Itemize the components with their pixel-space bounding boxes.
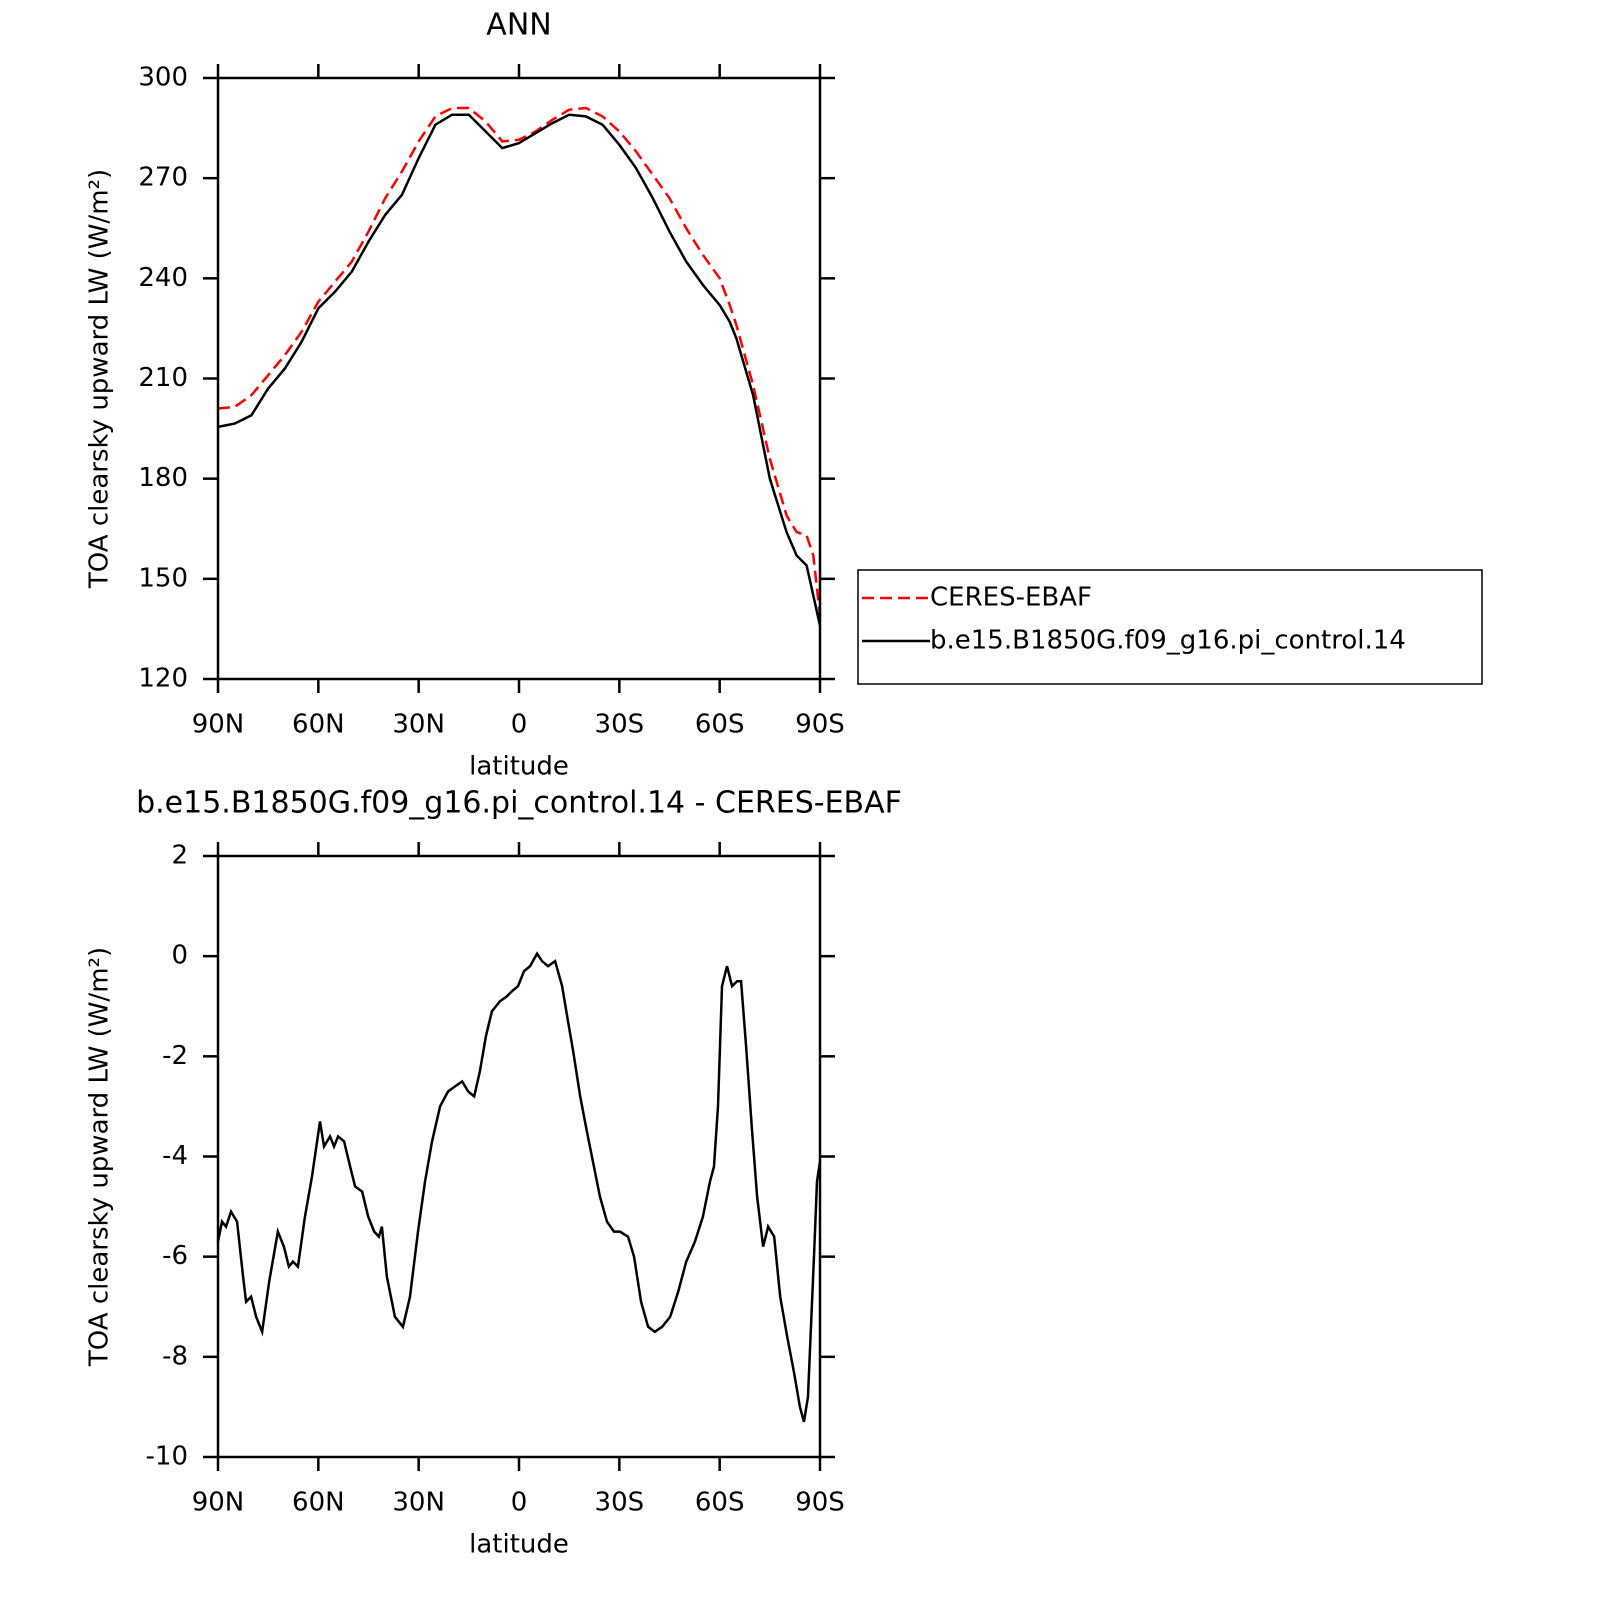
data-line (216, 951, 822, 1423)
y-tick-label: 270 (138, 163, 188, 193)
legend-box (857, 569, 1483, 685)
x-tick-label: 90N (192, 710, 245, 740)
legend-label: CERES-EBAF (930, 583, 1092, 613)
y-tick-label: 150 (138, 563, 188, 593)
y-tick-label: 240 (138, 263, 188, 293)
x-tick-label: 30S (595, 710, 645, 740)
y-tick-label: 210 (138, 363, 188, 393)
x-tick-label: 60N (292, 1488, 345, 1518)
y-axis-label: TOA clearsky upward LW (W/m²) (85, 169, 115, 589)
x-tick-label: 30S (595, 1488, 645, 1518)
plot-frame (216, 76, 822, 681)
chart-title: ANN (486, 8, 551, 43)
y-tick-label: 120 (138, 664, 188, 694)
data-line (217, 113, 822, 626)
y-tick-label: -10 (146, 1442, 188, 1472)
x-tick-label: 60S (695, 710, 745, 740)
y-tick-label: -8 (162, 1341, 188, 1371)
legend-label: b.e15.B1850G.f09_g16.pi_control.14 (930, 626, 1406, 656)
y-tick-label: -2 (162, 1041, 188, 1071)
y-tick-label: 180 (138, 463, 188, 493)
y-tick-label: 2 (171, 841, 188, 871)
x-tick-label: 30N (392, 1488, 445, 1518)
x-tick-label: 60S (695, 1488, 745, 1518)
y-tick-label: 300 (138, 63, 188, 93)
y-tick-label: -6 (162, 1241, 188, 1271)
data-line (217, 106, 822, 616)
y-axis-label: TOA clearsky upward LW (W/m²) (85, 947, 115, 1367)
x-tick-label: 90N (192, 1488, 245, 1518)
x-tick-label: 0 (511, 710, 528, 740)
x-axis-label: latitude (469, 752, 569, 782)
x-tick-label: 60N (292, 710, 345, 740)
x-tick-label: 90S (795, 710, 845, 740)
chart-title: b.e15.B1850G.f09_g16.pi_control.14 - CER… (136, 786, 902, 821)
x-tick-label: 30N (392, 710, 445, 740)
x-tick-label: 0 (511, 1488, 528, 1518)
x-axis-label: latitude (469, 1530, 569, 1560)
plot-frame (216, 854, 822, 1459)
y-tick-label: -4 (162, 1141, 188, 1171)
y-tick-label: 0 (171, 941, 188, 971)
x-tick-label: 90S (795, 1488, 845, 1518)
